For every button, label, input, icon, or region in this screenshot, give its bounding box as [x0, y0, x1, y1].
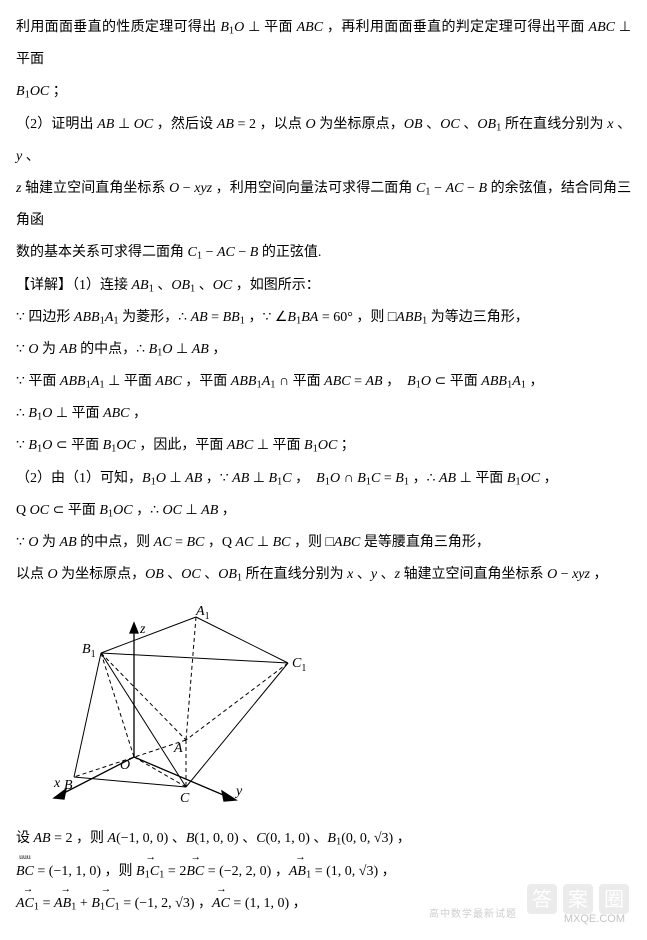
label-C: C	[180, 791, 190, 805]
text: AC1 = AB1 + B1C1 = (−1, 2, √3) ，AC = (1,…	[16, 896, 307, 911]
geometry-diagram: A1 B1 C1 A B C O x y z	[46, 605, 306, 805]
diagram-svg: A1 B1 C1 A B C O x y z	[46, 605, 306, 805]
page: 利用面面垂直的性质定理可得出 B1O ⊥ 平面 ABC ，再利用面面垂直的判定定…	[0, 0, 647, 940]
para-9: ∴ B1O ⊥ 平面 ABC ，	[16, 398, 631, 430]
text: （2）证明出 AB ⊥ OC ，然后设 AB = 2 ，以点 O 为坐标原点，O…	[16, 117, 631, 164]
para-3: z 轴建立空间直角坐标系 O − xyz ，利用空间向量法可求得二面角 C1 −…	[16, 173, 631, 237]
label-O: O	[120, 758, 130, 773]
label-z: z	[139, 622, 146, 637]
text: （2）由（1）可知，B1O ⊥ AB ，∵ AB ⊥ B1C ， B1O ∩ B…	[16, 471, 558, 486]
para-14: 以点 O 为坐标原点，OB 、OC 、OB1 所在直线分别为 x 、y 、z 轴…	[16, 559, 631, 591]
text: 设 AB = 2 ，则 A(−1, 0, 0) 、B(1, 0, 0) 、C(0…	[16, 831, 411, 846]
para-12: Q OC ⊂ 平面 B1OC ，∴ OC ⊥ AB ，	[16, 495, 631, 527]
label-B1: B1	[82, 642, 96, 660]
label-A1: A1	[195, 605, 210, 622]
text: ∵ 四边形 ABB1A1 为菱形，∴ AB = BB1 ，∵ ∠B1BA = 6…	[16, 310, 529, 325]
para-11: （2）由（1）可知，B1O ⊥ AB ，∵ AB ⊥ B1C ， B1O ∩ B…	[16, 463, 631, 495]
text: 以点 O 为坐标原点，OB 、OC 、OB1 所在直线分别为 x 、y 、z 轴…	[16, 567, 607, 582]
label-y: y	[234, 784, 243, 799]
para-2: （2）证明出 AB ⊥ OC ，然后设 AB = 2 ，以点 O 为坐标原点，O…	[16, 109, 631, 173]
text: 数的基本关系可求得二面角 C1 − AC − B 的正弦值.	[16, 245, 321, 260]
label-x: x	[53, 776, 61, 791]
para-10: ∵ B1O ⊂ 平面 B1OC ，因此，平面 ABC ⊥ 平面 B1OC ；	[16, 430, 631, 462]
para-13: ∵ O 为 AB 的中点，则 AC = BC ，Q AC ⊥ BC ，则 □AB…	[16, 527, 631, 559]
para-17: AC1 = AB1 + B1C1 = (−1, 2, √3) ，AC = (1,…	[16, 888, 631, 920]
text: Q OC ⊂ 平面 B1OC ，∴ OC ⊥ AB ，	[16, 503, 236, 518]
text: z 轴建立空间直角坐标系 O − xyz ，利用空间向量法可求得二面角 C1 −…	[16, 181, 631, 228]
para-1b: B1OC ；	[16, 76, 631, 108]
label-C1: C1	[292, 656, 306, 674]
text: BC = (−1, 1, 0) ，则 B1C1 = 2BC = (−2, 2, …	[16, 864, 396, 879]
text: ∴ B1O ⊥ 平面 ABC ，	[16, 406, 147, 421]
para-8: ∵ 平面 ABB1A1 ⊥ 平面 ABC ，平面 ABB1A1 ∩ 平面 ABC…	[16, 366, 631, 398]
para-1: 利用面面垂直的性质定理可得出 B1O ⊥ 平面 ABC ，再利用面面垂直的判定定…	[16, 12, 631, 76]
label-A: A	[173, 741, 183, 756]
text: ∵ O 为 AB 的中点，∴ B1O ⊥ AB ，	[16, 342, 226, 357]
text: ∵ B1O ⊂ 平面 B1OC ，因此，平面 ABC ⊥ 平面 B1OC ；	[16, 438, 355, 453]
para-15: 设 AB = 2 ，则 A(−1, 0, 0) 、B(1, 0, 0) 、C(0…	[16, 823, 631, 855]
para-5: 【详解】（1）连接 AB1 、OB1 、OC ，如图所示：	[16, 270, 631, 302]
label-B: B	[64, 778, 73, 793]
para-6: ∵ 四边形 ABB1A1 为菱形，∴ AB = BB1 ，∵ ∠B1BA = 6…	[16, 302, 631, 334]
text: ∵ 平面 ABB1A1 ⊥ 平面 ABC ，平面 ABB1A1 ∩ 平面 ABC…	[16, 374, 544, 389]
text: B1OC ；	[16, 84, 67, 99]
para-7: ∵ O 为 AB 的中点，∴ B1O ⊥ AB ，	[16, 334, 631, 366]
text: 【详解】（1）连接 AB1 、OB1 、OC ，如图所示：	[16, 278, 320, 293]
text: ∵ O 为 AB 的中点，则 AC = BC ，Q AC ⊥ BC ，则 □AB…	[16, 535, 490, 550]
para-4: 数的基本关系可求得二面角 C1 − AC − B 的正弦值.	[16, 237, 631, 269]
text: 利用面面垂直的性质定理可得出 B1O ⊥ 平面 ABC ，再利用面面垂直的判定定…	[16, 20, 631, 67]
